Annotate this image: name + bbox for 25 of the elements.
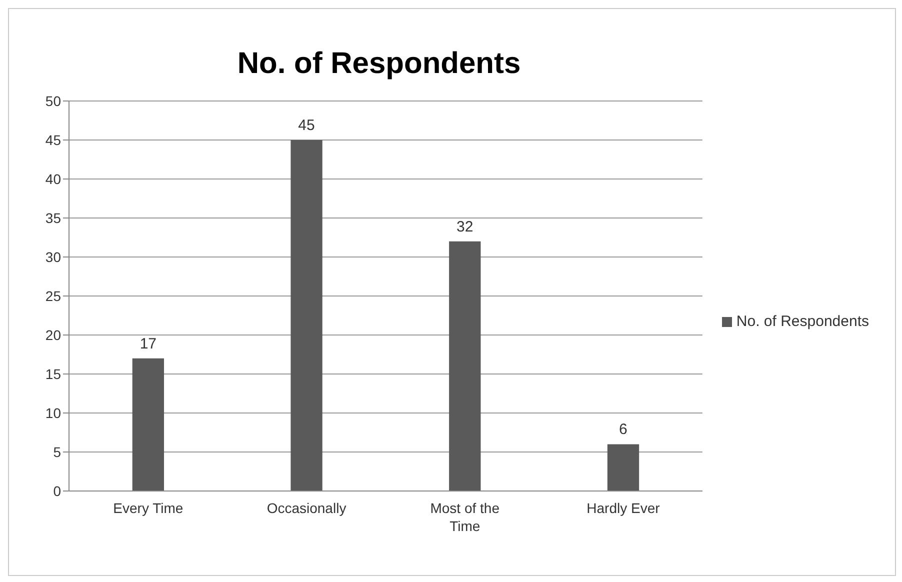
x-tick-label: Every Time <box>113 500 184 516</box>
x-tick-label: Most of the Time <box>430 500 500 534</box>
y-tick-label: 0 <box>53 482 62 499</box>
y-tick-label: 20 <box>45 326 62 343</box>
bar <box>449 241 481 491</box>
y-tick-label: 15 <box>45 366 62 382</box>
data-label: 6 <box>619 421 628 438</box>
data-label: 32 <box>456 218 474 236</box>
y-tick-label: 40 <box>45 170 62 187</box>
legend-label: No. of Respondents <box>736 312 869 330</box>
y-tick-label: 50 <box>45 92 62 109</box>
y-tick-label: 35 <box>45 210 62 226</box>
y-tick-label: 5 <box>53 444 62 460</box>
bar <box>290 140 322 491</box>
x-tick-label: Hardly Ever <box>586 500 660 516</box>
x-tick-label: Occasionally <box>266 500 346 516</box>
y-tick-label: 30 <box>45 248 62 265</box>
chart-title: No. of Respondents <box>236 47 522 81</box>
y-tick-label: 45 <box>45 132 62 148</box>
y-tick-label: 25 <box>45 288 62 304</box>
bar <box>607 444 640 491</box>
data-label: 45 <box>298 117 315 134</box>
bar <box>132 358 164 491</box>
y-tick-label: 10 <box>45 404 62 421</box>
data-label: 17 <box>140 335 157 352</box>
